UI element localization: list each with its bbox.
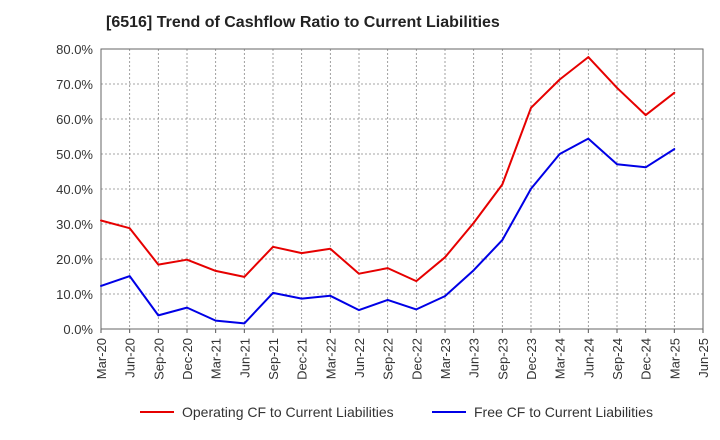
plot-border [100,48,704,330]
series-line-operating-cf [100,56,676,283]
x-tick-label: Sep-22 [381,338,396,380]
x-tick-label: Dec-23 [524,338,539,380]
line-chart: 0.0% 10.0% 20.0% 30.0% 40.0% 50.0% 60.0% 70.0% 8… [56,42,711,380]
y-tick-label: 30.0% [56,217,93,232]
y-tick-label: 70.0% [56,77,93,92]
x-tick-label: Mar-23 [438,338,453,379]
x-tick-label: Dec-24 [639,338,654,380]
x-tick-label: Sep-23 [495,338,510,380]
x-tick-label: Mar-20 [94,338,109,379]
x-tick-label: Dec-22 [409,338,424,380]
x-tick-label: Mar-25 [667,338,682,379]
x-tick-label: Mar-22 [323,338,338,379]
y-tick-label: 40.0% [56,182,93,197]
x-tick-label: Sep-21 [266,338,281,380]
legend-label-operating-cf: Operating CF to Current Liabilities [182,404,394,420]
x-tick-label: Mar-24 [553,338,568,379]
y-tick-label: 10.0% [56,287,93,302]
x-tick-label: Jun-25 [696,338,711,378]
legend-label-free-cf: Free CF to Current Liabilities [474,404,653,420]
x-tick-label: Dec-20 [180,338,195,380]
x-tick-label: Sep-24 [610,338,625,380]
chart-title: [6516] Trend of Cashflow Ratio to Curren… [106,14,500,31]
x-tick-label: Jun-23 [467,338,482,378]
legend-item-free-cf: Free CF to Current Liabilities [432,404,653,420]
x-tick-label: Mar-21 [209,338,224,379]
y-tick-label: 80.0% [56,42,93,57]
x-tick-label: Jun-22 [352,338,367,378]
series-line-free-cf [100,137,676,325]
x-tick-label: Sep-20 [151,338,166,380]
legend: Operating CF to Current Liabilities Free… [0,404,720,426]
x-tick-label: Jun-20 [123,338,138,378]
y-tick-label: 20.0% [56,252,93,267]
x-tick-label: Jun-24 [581,338,596,378]
x-tick-label: Jun-21 [237,338,252,378]
y-tick-label: 0.0% [63,322,93,337]
x-tick-label: Dec-21 [295,338,310,380]
legend-swatch-free-cf [432,411,466,413]
y-tick-label: 60.0% [56,112,93,127]
y-tick-label: 50.0% [56,147,93,162]
legend-item-operating-cf: Operating CF to Current Liabilities [140,404,394,420]
legend-swatch-operating-cf [140,411,174,413]
